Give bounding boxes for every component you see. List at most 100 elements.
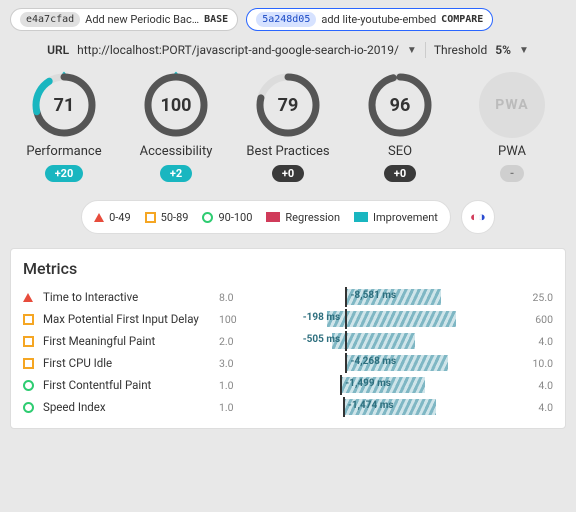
base-hash: e4a7cfad xyxy=(20,12,80,27)
gauge-ring: ◆ 71 xyxy=(31,72,97,138)
delta-pill: +0 xyxy=(272,165,304,182)
legend-swatch-icon xyxy=(202,212,213,223)
legend-item: Improvement xyxy=(354,211,438,224)
url-label: URL xyxy=(47,43,69,57)
gauge-ring: ◆ 100 xyxy=(143,72,209,138)
gauge-score: 100 xyxy=(143,72,209,138)
metric-delta: -4,268 ms xyxy=(350,356,396,367)
gauge-label: PWA xyxy=(498,144,526,159)
metric-max: 4.0 xyxy=(519,335,553,348)
base-commit-pill[interactable]: e4a7cfad Add new Periodic Bac… BASE xyxy=(10,8,238,31)
gauge-label: SEO xyxy=(388,144,412,159)
gauge-ring: 96 xyxy=(367,72,433,138)
metric-chart: -198 ms xyxy=(255,311,513,327)
delta-pill: +2 xyxy=(160,165,192,182)
metric-row: Max Potential First Input Delay 100 -198 m… xyxy=(23,308,553,330)
metric-min: 8.0 xyxy=(219,291,249,304)
metric-delta: -505 ms xyxy=(303,334,340,345)
metric-min: 2.0 xyxy=(219,335,249,348)
metric-chart: -8,581 ms xyxy=(255,289,513,305)
metric-chart: -505 ms xyxy=(255,333,513,349)
metric-chart: -1,474 ms xyxy=(255,399,513,415)
gauge-ring: 79 xyxy=(255,72,321,138)
metric-name: Speed Index xyxy=(43,400,213,414)
compare-tag: COMPARE xyxy=(441,14,483,25)
metric-name: First Meaningful Paint xyxy=(43,334,213,348)
gauge-perf: ◆ 71 Performance +20 xyxy=(12,72,116,182)
legend-swatch-icon xyxy=(145,212,156,223)
compare-hash: 5a248d05 xyxy=(256,12,316,27)
delta-pill: - xyxy=(500,165,524,182)
compare-commit-pill[interactable]: 5a248d05 add lite-youtube-embed COMPARE xyxy=(246,8,493,31)
legend-swatch-icon xyxy=(354,212,368,222)
metric-delta: -8,581 ms xyxy=(350,290,396,301)
metric-min: 1.0 xyxy=(219,401,249,414)
metric-range-icon xyxy=(23,336,34,347)
delta-pill: +20 xyxy=(45,165,84,182)
metric-max: 25.0 xyxy=(519,291,553,304)
metric-range-icon xyxy=(23,402,34,413)
base-tag: BASE xyxy=(204,14,228,25)
metric-max: 4.0 xyxy=(519,401,553,414)
gauge-seo: 96 SEO+0 xyxy=(348,72,452,182)
legend-label: Improvement xyxy=(373,211,438,224)
gauge-bp: 79 Best Practices +0 xyxy=(236,72,340,182)
gauge-pwa: PWA PWA - xyxy=(460,72,564,182)
metric-name: Max Potential First Input Delay xyxy=(43,312,213,326)
metric-name: First CPU Idle xyxy=(43,356,213,370)
legend-item: Regression xyxy=(266,211,340,224)
legend-row: 0-49 50-89 90-100 Regression Improvement ◐◑ xyxy=(0,184,576,244)
metric-delta: -1,474 ms xyxy=(348,400,394,411)
metric-max: 600 xyxy=(519,313,553,326)
base-msg: Add new Periodic Bac… xyxy=(85,13,199,26)
url-row: URL http://localhost:PORT/javascript-and… xyxy=(0,39,576,66)
metric-min: 100 xyxy=(219,313,249,326)
metric-range-icon xyxy=(23,314,34,325)
gauge-label: Performance xyxy=(26,144,101,159)
pwa-icon: PWA xyxy=(479,72,545,138)
metric-delta: -1,499 ms xyxy=(345,378,391,389)
url-dropdown-icon[interactable]: ▼ xyxy=(407,45,417,56)
metric-chart: -1,499 ms xyxy=(255,377,513,393)
legend-label: Regression xyxy=(285,211,340,224)
legend: 0-49 50-89 90-100 Regression Improvement xyxy=(81,200,451,234)
legend-item: 0-49 xyxy=(94,211,131,224)
metric-range-icon xyxy=(23,293,33,302)
legend-label: 90-100 xyxy=(218,211,252,224)
compare-msg: add lite-youtube-embed xyxy=(321,13,436,26)
metric-row: Speed Index 1.0 -1,474 ms 4.0 xyxy=(23,396,553,418)
gauges-row: ◆ 71 Performance +20 ◆ 100 Accessibility +2… xyxy=(0,66,576,184)
metric-name: First Contentful Paint xyxy=(43,378,213,392)
legend-item: 50-89 xyxy=(145,211,189,224)
threshold-label: Threshold xyxy=(434,43,487,57)
threshold-dropdown-icon[interactable]: ▼ xyxy=(519,45,529,56)
toggle-view-button[interactable]: ◐◑ xyxy=(461,200,495,234)
url-value: http://localhost:PORT/javascript-and-goo… xyxy=(77,43,399,57)
metric-delta: -198 ms xyxy=(303,312,340,323)
metric-row: First CPU Idle 3.0 -4,268 ms 10.0 xyxy=(23,352,553,374)
metric-range-icon xyxy=(23,380,34,391)
gauge-a11y: ◆ 100 Accessibility +2 xyxy=(124,72,228,182)
metric-min: 3.0 xyxy=(219,357,249,370)
metrics-card: Metrics Time to Interactive 8.0 -8,581 ms 2… xyxy=(10,248,566,429)
legend-label: 0-49 xyxy=(109,211,131,224)
gauge-score: 79 xyxy=(255,72,321,138)
metric-max: 4.0 xyxy=(519,379,553,392)
legend-swatch-icon xyxy=(94,213,104,222)
metric-row: First Contentful Paint 1.0 -1,499 ms 4.0 xyxy=(23,374,553,396)
metric-name: Time to Interactive xyxy=(43,290,213,304)
gauge-label: Accessibility xyxy=(140,144,213,159)
threshold-value: 5% xyxy=(495,43,511,57)
metric-min: 1.0 xyxy=(219,379,249,392)
metric-chart: -4,268 ms xyxy=(255,355,513,371)
divider xyxy=(425,42,426,58)
legend-item: 90-100 xyxy=(202,211,252,224)
metric-range-icon xyxy=(23,358,34,369)
gauge-score: 71 xyxy=(31,72,97,138)
gauge-label: Best Practices xyxy=(246,144,329,159)
metric-row: First Meaningful Paint 2.0 -505 ms 4.0 xyxy=(23,330,553,352)
gauge-score: 96 xyxy=(367,72,433,138)
metric-max: 10.0 xyxy=(519,357,553,370)
metrics-title: Metrics xyxy=(23,259,553,278)
commit-bar: e4a7cfad Add new Periodic Bac… BASE 5a24… xyxy=(0,0,576,39)
